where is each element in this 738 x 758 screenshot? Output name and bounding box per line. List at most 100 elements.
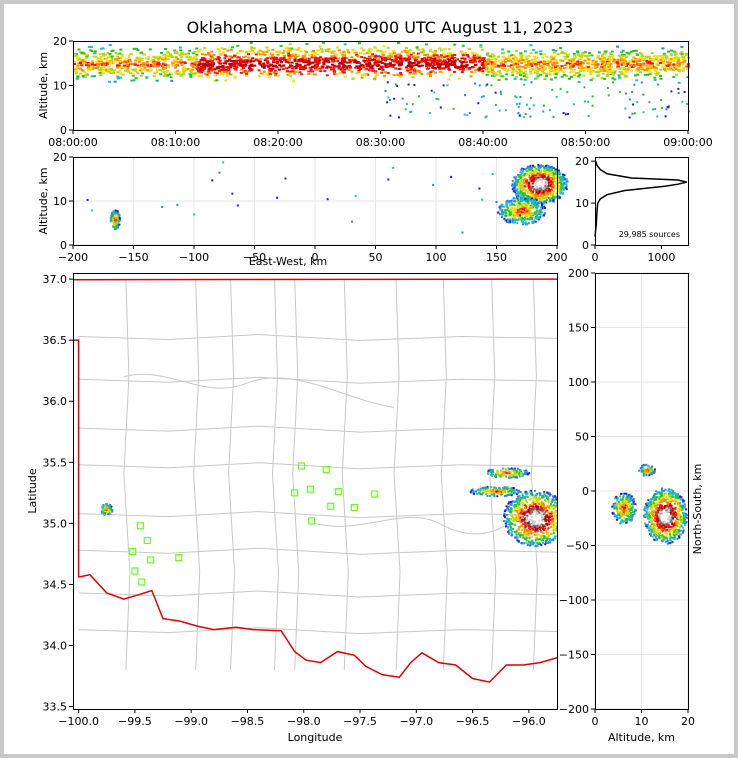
time-altitude-source <box>445 62 449 65</box>
time-altitude-source <box>648 62 652 65</box>
time-altitude-source <box>658 55 662 57</box>
time-altitude-source <box>404 66 408 69</box>
east-west-source <box>511 217 514 220</box>
time-altitude-source <box>75 57 79 60</box>
east-west-source <box>514 213 517 216</box>
time-altitude-source <box>631 112 634 115</box>
time-altitude-source <box>463 113 466 116</box>
plan-view-source <box>528 520 531 523</box>
time-altitude-source <box>500 93 503 96</box>
time-altitude-source <box>670 49 673 52</box>
plan-view-source <box>101 509 104 512</box>
plan-view-source <box>107 508 110 510</box>
time-altitude-source <box>407 63 411 66</box>
time-altitude-source <box>408 49 412 52</box>
time-altitude-source <box>536 70 540 73</box>
time-altitude-source <box>529 68 533 71</box>
time-altitude-source <box>96 64 100 67</box>
time-altitude-source <box>449 74 453 77</box>
time-altitude-source <box>594 60 598 63</box>
east-west-source <box>112 218 115 221</box>
east-west-source <box>521 186 524 189</box>
east-west-source <box>523 174 526 177</box>
time-altitude-source <box>436 66 440 69</box>
plan-view-source <box>533 519 536 522</box>
time-altitude-source <box>355 65 359 68</box>
east-west-xtick-label: 200 <box>547 251 568 264</box>
plan-view-source <box>537 519 540 521</box>
time-altitude-source <box>514 95 517 98</box>
time-altitude-source <box>259 50 263 52</box>
east-west-source <box>563 182 566 185</box>
east-west-source <box>506 200 509 202</box>
time-altitude-source <box>249 47 253 50</box>
time-altitude-source <box>351 49 355 52</box>
east-west-source <box>534 212 537 215</box>
time-altitude-source <box>355 72 359 75</box>
east-west-source <box>115 213 118 216</box>
plan-view-source <box>548 523 551 526</box>
time-altitude-source <box>289 48 292 51</box>
time-altitude-source <box>113 80 117 83</box>
east-west-source <box>518 175 521 178</box>
time-altitude-source <box>677 57 681 60</box>
time-altitude-source <box>329 57 333 60</box>
plan-view-source <box>107 513 110 516</box>
plan-view-source <box>564 521 566 523</box>
time-altitude-source <box>504 61 507 63</box>
plan-view-source <box>101 510 104 513</box>
time-altitude-source <box>675 66 679 69</box>
time-altitude-source <box>370 54 374 57</box>
plan-view-source <box>555 516 557 519</box>
time-altitude-source <box>201 53 204 56</box>
time-altitude-source <box>222 51 226 54</box>
time-altitude-source <box>458 60 462 63</box>
time-altitude-source <box>185 53 188 56</box>
east-west-source <box>114 209 117 212</box>
time-altitude-source <box>394 55 397 58</box>
time-altitude-source <box>230 46 234 49</box>
time-altitude-source <box>104 68 108 71</box>
plan-view-source <box>532 499 535 502</box>
east-west-source <box>540 177 543 180</box>
plan-view-source <box>524 507 526 509</box>
east-west-source <box>552 179 555 182</box>
east-west-source <box>116 215 119 217</box>
time-altitude-source <box>203 47 207 49</box>
time-altitude-source <box>464 51 468 54</box>
plan-view-source <box>103 509 106 512</box>
time-altitude-source <box>606 58 610 61</box>
time-altitude-source <box>426 53 430 56</box>
time-altitude-source <box>591 104 594 107</box>
time-altitude-source <box>152 61 156 64</box>
east-west-source <box>481 198 484 201</box>
time-altitude-source <box>642 58 646 61</box>
time-altitude-source <box>365 51 369 54</box>
plan-view-source <box>518 528 521 531</box>
time-altitude-source <box>656 63 660 66</box>
east-west-source <box>528 198 531 201</box>
time-altitude-source <box>522 72 526 75</box>
time-altitude-source <box>607 72 610 75</box>
time-altitude-source <box>323 70 327 72</box>
plan-view-source <box>109 503 112 506</box>
time-altitude-source <box>399 76 403 78</box>
time-altitude-source <box>240 59 244 62</box>
time-altitude-source <box>646 61 650 64</box>
time-altitude-source <box>275 61 279 63</box>
time-altitude-source <box>114 52 118 54</box>
plan-view-source <box>521 494 524 497</box>
state-border-north <box>73 278 557 281</box>
east-west-source <box>516 209 519 212</box>
plan-view-source <box>507 531 510 533</box>
time-altitude-source <box>110 55 114 58</box>
east-west-source <box>547 178 550 181</box>
time-altitude-source <box>223 48 227 51</box>
plan-view-source <box>563 515 565 517</box>
time-altitude-source <box>99 56 103 58</box>
time-altitude-source <box>549 56 553 59</box>
time-altitude-source <box>681 61 685 64</box>
time-altitude-source <box>207 53 211 56</box>
time-altitude-source <box>415 46 419 49</box>
time-altitude-source <box>461 60 465 63</box>
